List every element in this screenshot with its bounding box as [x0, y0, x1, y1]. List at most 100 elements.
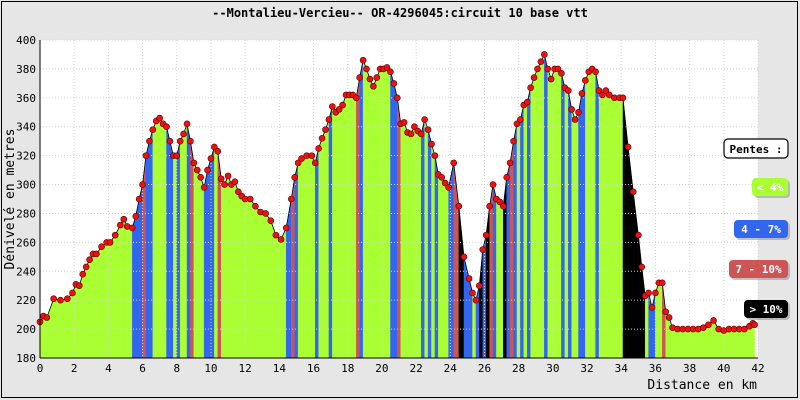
- slope-segment: [738, 328, 745, 359]
- x-tick-label: 42: [751, 362, 764, 375]
- data-point: [329, 103, 336, 110]
- data-point: [57, 296, 64, 304]
- slope-segment: [123, 219, 128, 359]
- data-point: [193, 166, 201, 174]
- slope-segment: [352, 94, 357, 359]
- legend-label: 7 - 10%: [735, 263, 782, 276]
- data-point: [282, 224, 290, 232]
- slope-segment: [609, 94, 615, 359]
- slope-segment: [60, 298, 68, 359]
- slope-segment: [145, 141, 150, 359]
- legend-swatch: [744, 300, 788, 318]
- slope-segment: [321, 129, 326, 359]
- slope-segment: [602, 90, 607, 359]
- data-point: [638, 263, 646, 271]
- x-tick-label: 20: [375, 362, 388, 375]
- data-point: [246, 195, 254, 203]
- data-point: [142, 152, 150, 159]
- data-point: [595, 87, 603, 94]
- data-point: [499, 202, 507, 210]
- slope-segment: [244, 198, 251, 359]
- data-point: [554, 65, 562, 73]
- axes: [39, 40, 758, 359]
- data-point: [530, 74, 538, 81]
- slope-segment: [291, 177, 295, 359]
- slope-segment: [393, 83, 398, 359]
- x-tick-label: 32: [580, 362, 593, 375]
- legend-item: 7 - 10%: [729, 260, 790, 280]
- legend-swatch: [734, 220, 788, 238]
- data-point: [421, 116, 428, 123]
- data-point: [211, 143, 218, 151]
- data-point: [648, 304, 656, 311]
- slope-segment: [67, 292, 73, 359]
- data-point: [308, 152, 316, 159]
- slope-segment: [217, 151, 222, 359]
- data-point: [517, 116, 524, 123]
- slope-segment: [82, 266, 87, 359]
- data-point: [665, 314, 673, 321]
- data-point: [510, 137, 517, 145]
- slope-segment: [530, 77, 535, 359]
- slope-segment: [203, 170, 208, 359]
- slope-segment: [96, 246, 102, 359]
- data-point: [544, 65, 552, 73]
- data-point: [166, 137, 174, 145]
- legend: Pentes : < 4% 4 - 7% 7 - 10% > 10%: [723, 138, 790, 320]
- slope-segment: [260, 211, 266, 359]
- legend-title-bg: [723, 138, 789, 159]
- data-point: [76, 282, 83, 290]
- slope-segment: [369, 78, 374, 359]
- data-point: [221, 181, 228, 188]
- x-tick-label: 30: [546, 362, 559, 375]
- slope-segment: [400, 122, 405, 359]
- slope-segment: [728, 328, 735, 359]
- data-point: [541, 51, 548, 58]
- data-point: [291, 174, 299, 181]
- slope-segment: [614, 97, 620, 359]
- data-point: [438, 174, 446, 181]
- slope-segment: [564, 87, 569, 359]
- slope-segment: [692, 328, 699, 359]
- slope-segment: [159, 117, 164, 359]
- slope-segment: [605, 90, 610, 359]
- slope-segment: [197, 170, 201, 359]
- slope-segment: [250, 198, 256, 359]
- y-tick-label: 240: [16, 265, 36, 278]
- data-point: [486, 202, 493, 210]
- data-point: [176, 137, 184, 145]
- slope-segment: [156, 117, 160, 359]
- data-point: [298, 155, 305, 162]
- data-point: [356, 74, 363, 81]
- slope-segment: [241, 195, 246, 359]
- data-point: [135, 195, 143, 203]
- data-point: [322, 126, 329, 133]
- slope-segment: [214, 146, 218, 359]
- data-point: [635, 231, 642, 239]
- data-point: [741, 325, 748, 333]
- data-point: [472, 296, 480, 304]
- data-point: [496, 198, 504, 206]
- slope-segment: [540, 54, 545, 359]
- slope-segment: [280, 227, 287, 359]
- slope-segment: [115, 224, 121, 359]
- data-point: [534, 65, 541, 73]
- slope-segment: [173, 155, 177, 359]
- data-point: [624, 143, 632, 151]
- slope-segment: [390, 71, 395, 359]
- slope-segment: [513, 123, 518, 359]
- slope-segment: [132, 216, 136, 359]
- data-point: [231, 178, 239, 185]
- x-tick-label: 18: [341, 362, 354, 375]
- data-point: [387, 68, 394, 76]
- data-point: [417, 130, 425, 138]
- data-point: [602, 87, 610, 94]
- legend-item: 4 - 7%: [734, 220, 790, 240]
- y-tick-label: 180: [16, 352, 36, 365]
- data-point: [710, 317, 717, 324]
- y-tick-label: 260: [16, 236, 36, 249]
- slope-segment: [658, 282, 663, 359]
- slope-segment: [687, 328, 694, 359]
